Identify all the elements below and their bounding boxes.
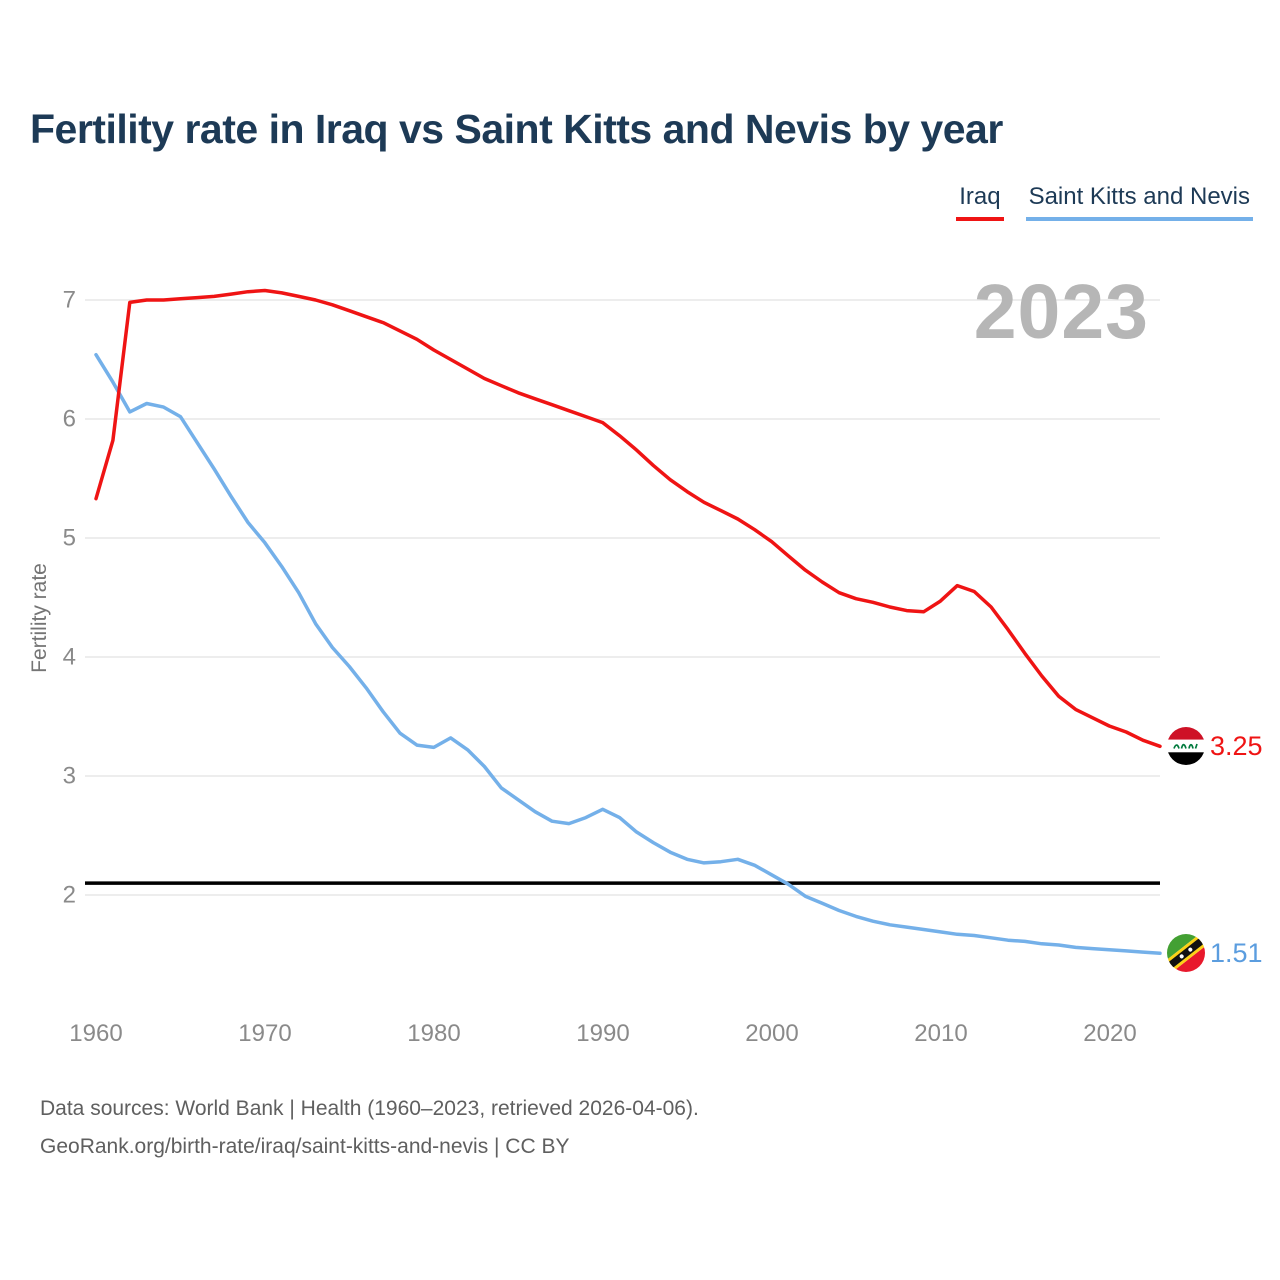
y-tick-label: 7 bbox=[63, 287, 76, 314]
legend-item-saint-kitts-and-nevis[interactable]: Saint Kitts and Nevis bbox=[1025, 183, 1253, 221]
y-tick-label: 6 bbox=[63, 406, 76, 433]
saint-kitts-and-nevis-flag-icon bbox=[1167, 934, 1205, 972]
iraq-end-value: 3.25 bbox=[1210, 731, 1263, 761]
iraq-line bbox=[94, 288, 1162, 749]
y-tick-label: 4 bbox=[63, 644, 76, 671]
legend: Iraq Saint Kitts and Nevis bbox=[956, 183, 1253, 221]
y-tick-label: 3 bbox=[63, 763, 76, 790]
y-tick-label: 2 bbox=[63, 882, 76, 909]
saint-kitts-and-nevis-line bbox=[94, 352, 1162, 956]
x-tick-label: 1970 bbox=[238, 1020, 291, 1047]
legend-item-iraq[interactable]: Iraq bbox=[956, 183, 1004, 221]
x-tick-label: 1980 bbox=[407, 1020, 460, 1047]
y-tick-label: 5 bbox=[63, 525, 76, 552]
y-axis-tick-labels: 7 6 5 4 3 2 bbox=[63, 287, 76, 909]
x-tick-label: 1990 bbox=[576, 1020, 629, 1047]
footer: Data sources: World Bank | Health (1960–… bbox=[40, 1090, 699, 1166]
x-tick-label: 2000 bbox=[745, 1020, 798, 1047]
iraq-flag-icon bbox=[1167, 727, 1205, 765]
chart-title: Fertility rate in Iraq vs Saint Kitts an… bbox=[30, 106, 1003, 152]
footer-attribution: GeoRank.org/birth-rate/iraq/saint-kitts-… bbox=[40, 1135, 570, 1158]
x-axis-tick-labels: 1960 1970 1980 1990 2000 2010 2020 bbox=[69, 1020, 1136, 1047]
x-tick-label: 2010 bbox=[914, 1020, 967, 1047]
x-tick-label: 2020 bbox=[1083, 1020, 1136, 1047]
footer-data-sources: Data sources: World Bank | Health (1960–… bbox=[40, 1097, 699, 1120]
watermark-year: 2023 bbox=[973, 269, 1149, 355]
saint-kitts-and-nevis-end-value: 1.51 bbox=[1210, 938, 1263, 968]
gridlines bbox=[85, 299, 1160, 896]
y-axis-title: Fertility rate bbox=[28, 563, 51, 673]
x-tick-label: 1960 bbox=[69, 1020, 122, 1047]
